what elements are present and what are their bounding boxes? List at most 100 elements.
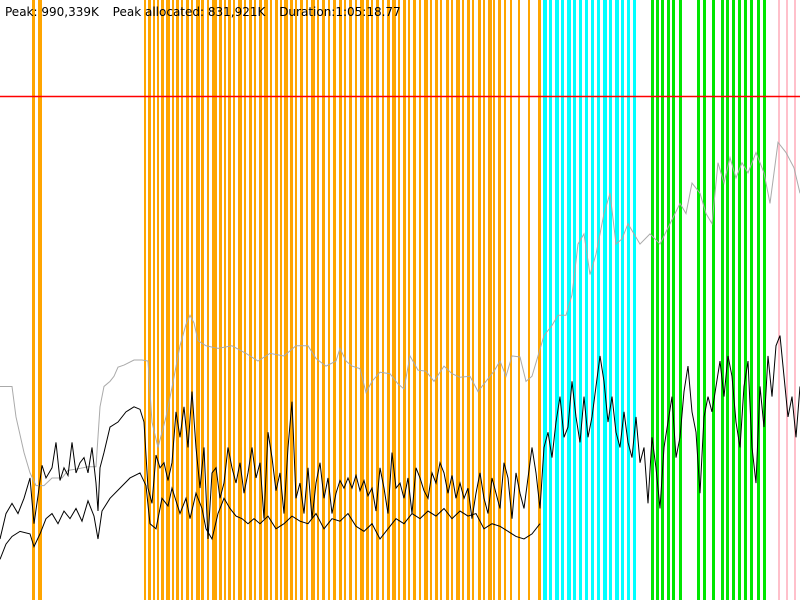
total-memory-line [0, 141, 800, 487]
allocated_low-memory-line [0, 472, 541, 560]
orange-marker [360, 0, 364, 600]
orange-marker [264, 0, 268, 600]
orange-marker [403, 0, 406, 600]
orange-marker [518, 0, 520, 600]
orange-marker [472, 0, 474, 600]
orange-marker [344, 0, 346, 600]
orange-marker [317, 0, 319, 600]
orange-marker [435, 0, 438, 600]
green-marker [712, 0, 715, 600]
orange-marker [201, 0, 204, 600]
orange-marker [275, 0, 278, 600]
green-marker [679, 0, 682, 600]
green-marker [721, 0, 724, 600]
cyan-marker [585, 0, 588, 600]
orange-marker [148, 0, 151, 600]
cyan-marker [627, 0, 630, 600]
green-marker [672, 0, 675, 600]
cyan-marker [561, 0, 564, 600]
orange-marker [456, 0, 460, 600]
orange-marker [186, 0, 189, 600]
orange-marker [290, 0, 293, 600]
cyan-marker [549, 0, 552, 600]
orange-marker [219, 0, 222, 600]
green-marker [732, 0, 735, 600]
orange-marker [328, 0, 330, 600]
orange-marker [366, 0, 369, 600]
orange-marker [483, 0, 485, 600]
pink-marker [786, 0, 788, 600]
cyan-marker [633, 0, 636, 600]
orange-marker [392, 0, 396, 600]
peak-allocated-stat: Peak allocated: 831,921K [112, 5, 266, 19]
green-marker [750, 0, 753, 600]
orange-marker [528, 0, 530, 600]
orange-marker [493, 0, 495, 600]
orange-marker [538, 0, 541, 600]
orange-marker [300, 0, 303, 600]
orange-marker [311, 0, 315, 600]
orange-marker [284, 0, 288, 600]
orange-marker [382, 0, 384, 600]
green-marker [667, 0, 670, 600]
orange-marker [398, 0, 400, 600]
cyan-marker [573, 0, 576, 600]
orange-marker [181, 0, 183, 600]
stats-bar: Peak: 990,339K Peak allocated: 831,921K … [5, 5, 411, 19]
orange-marker [238, 0, 242, 600]
orange-marker [153, 0, 155, 600]
orange-marker [196, 0, 200, 600]
orange-marker [440, 0, 442, 600]
orange-marker [504, 0, 506, 600]
marker-layer [32, 0, 796, 600]
orange-marker [212, 0, 217, 600]
cyan-marker [621, 0, 624, 600]
orange-marker [419, 0, 421, 600]
orange-marker [462, 0, 464, 600]
orange-marker [207, 0, 209, 600]
orange-marker [161, 0, 164, 600]
cyan-marker [591, 0, 594, 600]
orange-marker [413, 0, 416, 600]
orange-marker [233, 0, 235, 600]
orange-marker [172, 0, 174, 600]
orange-marker [322, 0, 325, 600]
orange-marker [339, 0, 342, 600]
orange-marker [451, 0, 453, 600]
orange-marker [498, 0, 501, 600]
cyan-marker [615, 0, 619, 600]
orange-marker [166, 0, 170, 600]
orange-marker [254, 0, 256, 600]
orange-marker [376, 0, 379, 600]
cyan-marker [597, 0, 600, 600]
orange-marker [371, 0, 373, 600]
cyan-marker [603, 0, 607, 600]
orange-marker [144, 0, 146, 600]
orange-marker [32, 0, 35, 600]
orange-marker [424, 0, 428, 600]
orange-marker [478, 0, 481, 600]
orange-marker [224, 0, 226, 600]
orange-marker [488, 0, 492, 600]
orange-marker [510, 0, 512, 600]
orange-marker [244, 0, 246, 600]
series-layer [0, 141, 800, 560]
cyan-marker [555, 0, 559, 600]
green-marker [703, 0, 706, 600]
cyan-marker [579, 0, 582, 600]
orange-marker [387, 0, 390, 600]
orange-marker [191, 0, 193, 600]
green-marker [738, 0, 741, 600]
green-marker [651, 0, 654, 600]
cyan-marker [609, 0, 612, 600]
orange-marker [467, 0, 470, 600]
peak-stat: Peak: 990,339K [5, 5, 99, 19]
green-marker [697, 0, 700, 600]
pink-marker [794, 0, 796, 600]
orange-marker [446, 0, 449, 600]
orange-marker [270, 0, 272, 600]
orange-marker [430, 0, 432, 600]
cyan-marker [567, 0, 571, 600]
green-marker [744, 0, 747, 600]
